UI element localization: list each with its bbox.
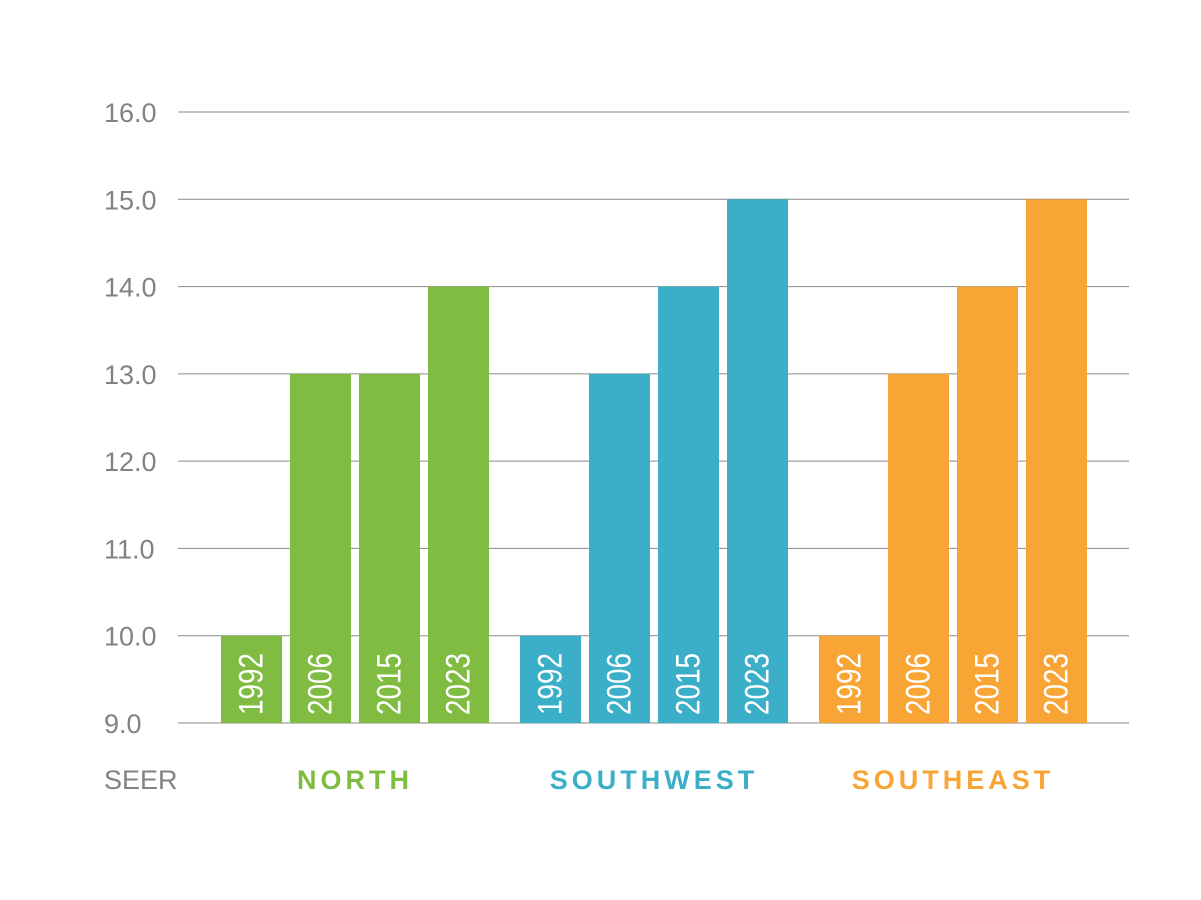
y-tick-label: 16.0 [104, 98, 157, 128]
y-tick-label: 14.0 [104, 273, 157, 303]
bar-year-label: 1992 [532, 653, 570, 715]
bar-north-1992 [221, 635, 282, 723]
bar-north-2015 [359, 373, 420, 723]
y-tick-label: 11.0 [104, 534, 155, 564]
bar-year-label: 2015 [371, 653, 409, 715]
group-label-southwest: SOUTHWEST [550, 765, 759, 795]
group-labels: NORTH SOUTHWEST SOUTHEAST [297, 765, 1055, 795]
y-axis-unit-label: SEER [104, 765, 178, 795]
bar-north-2006 [290, 373, 351, 723]
bar-southwest-2006 [589, 373, 650, 723]
group-label-southeast: SOUTHEAST [852, 765, 1055, 795]
bar-southwest-1992 [520, 635, 581, 723]
bar-year-label: 2015 [670, 653, 708, 715]
bar-year-label: 2023 [1038, 653, 1076, 715]
y-tick-label: 9.0 [104, 709, 142, 739]
bar-year-label: 2023 [440, 653, 478, 715]
bar-year-label: 2006 [900, 653, 938, 715]
bar-southeast-1992 [819, 635, 880, 723]
group-label-north: NORTH [297, 765, 413, 795]
y-tick-label: 10.0 [104, 622, 157, 652]
y-axis-ticks: 16.0 15.0 14.0 13.0 12.0 11.0 10.0 9.0 [104, 98, 157, 739]
bar-year-label: 2023 [739, 653, 777, 715]
bar-year-label: 1992 [233, 653, 271, 715]
bar-year-label: 1992 [831, 653, 869, 715]
y-tick-label: 15.0 [104, 185, 157, 215]
bar-north-2023 [428, 286, 489, 723]
bar-southwest-2023 [727, 199, 788, 724]
y-tick-label: 12.0 [104, 447, 157, 477]
bar-southwest-2015 [658, 286, 719, 723]
bars: 1992 2006 2015 2023 1992 2006 2015 2023 1992 2006… [221, 199, 1087, 724]
y-tick-label: 13.0 [104, 360, 157, 390]
bar-southeast-2015 [957, 286, 1018, 723]
bar-southeast-2006 [888, 373, 949, 723]
bar-year-label: 2006 [601, 653, 639, 715]
bar-year-label: 2015 [969, 653, 1007, 715]
bar-southeast-2023 [1026, 199, 1087, 724]
bar-year-label: 2006 [302, 653, 340, 715]
